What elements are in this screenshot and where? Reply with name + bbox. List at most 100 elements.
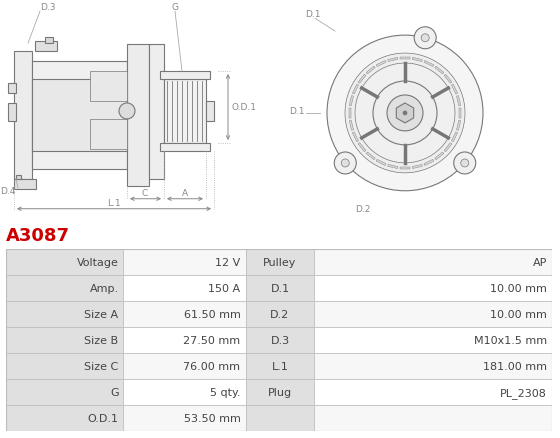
Bar (123, 406, 246, 431)
Circle shape (355, 64, 455, 163)
Bar (8, 104, 16, 122)
Circle shape (119, 104, 135, 120)
Bar (90, 72, 127, 102)
Bar (123, 250, 246, 276)
Bar (246, 379, 314, 406)
Text: D.1: D.1 (305, 10, 320, 19)
Circle shape (403, 112, 407, 116)
Bar (6, 276, 123, 302)
Bar (459, 109, 461, 119)
Text: L.1: L.1 (107, 198, 121, 207)
Bar (376, 61, 386, 67)
Text: C: C (142, 188, 148, 197)
Bar (160, 72, 210, 80)
Bar (314, 276, 552, 302)
Bar (314, 379, 552, 406)
Bar (412, 58, 422, 62)
Circle shape (387, 96, 423, 131)
Bar (164, 80, 206, 144)
Bar (435, 152, 444, 160)
Bar (400, 167, 410, 170)
Circle shape (421, 35, 429, 42)
Bar (314, 406, 552, 431)
Bar (444, 143, 452, 152)
Bar (352, 85, 358, 95)
Text: G: G (171, 3, 179, 12)
Bar (246, 276, 314, 302)
Bar (376, 160, 386, 166)
Bar (246, 406, 314, 431)
Bar (352, 133, 358, 142)
Bar (424, 160, 434, 166)
Text: Size A: Size A (85, 310, 119, 320)
Bar (349, 109, 351, 119)
Bar (16, 175, 21, 180)
Bar (8, 84, 16, 94)
Bar (90, 120, 127, 149)
Circle shape (345, 54, 465, 173)
Text: Size C: Size C (85, 361, 119, 371)
Text: D.2: D.2 (270, 310, 290, 320)
Bar (314, 302, 552, 328)
Text: 10.00 mm: 10.00 mm (491, 284, 547, 293)
Bar (45, 38, 53, 44)
Circle shape (414, 28, 436, 49)
Circle shape (341, 159, 349, 168)
Bar (435, 67, 444, 75)
Text: Plug: Plug (268, 388, 292, 397)
Bar (424, 61, 434, 67)
Bar (6, 302, 123, 328)
Bar (314, 250, 552, 276)
Text: PL_2308: PL_2308 (500, 387, 547, 398)
Bar (6, 250, 123, 276)
Text: M10x1.5 mm: M10x1.5 mm (474, 336, 547, 346)
Bar (32, 80, 127, 152)
Bar (6, 328, 123, 353)
Text: 76.00 mm: 76.00 mm (183, 361, 240, 371)
Text: Size B: Size B (85, 336, 119, 346)
Text: 181.00 mm: 181.00 mm (483, 361, 547, 371)
Text: O.D.1: O.D.1 (231, 103, 256, 112)
Bar (412, 165, 422, 169)
Bar (6, 379, 123, 406)
Bar (206, 102, 214, 122)
Bar (123, 276, 246, 302)
Bar (366, 152, 375, 160)
Circle shape (454, 152, 476, 174)
Text: D.3: D.3 (40, 3, 55, 12)
Bar (400, 58, 410, 60)
Bar (349, 121, 353, 131)
Bar (451, 85, 458, 95)
Text: D.1: D.1 (290, 107, 305, 116)
Bar (149, 45, 164, 180)
Text: 10.00 mm: 10.00 mm (491, 310, 547, 320)
Text: 5 qty.: 5 qty. (210, 388, 240, 397)
Bar (35, 42, 57, 52)
Text: 27.50 mm: 27.50 mm (183, 336, 240, 346)
Text: D.1: D.1 (270, 284, 290, 293)
Bar (123, 353, 246, 379)
Circle shape (327, 36, 483, 191)
Bar (388, 165, 398, 169)
Bar (123, 302, 246, 328)
Bar (6, 406, 123, 431)
Bar (14, 52, 32, 180)
Bar (388, 58, 398, 62)
Bar (246, 250, 314, 276)
Circle shape (461, 159, 469, 168)
Text: G: G (110, 388, 119, 397)
Bar (246, 328, 314, 353)
Text: A3087: A3087 (6, 226, 69, 244)
Text: D.4: D.4 (0, 186, 15, 195)
Bar (246, 302, 314, 328)
Bar (6, 353, 123, 379)
Bar (444, 75, 452, 84)
Text: A: A (182, 188, 188, 197)
Bar (246, 353, 314, 379)
Bar (123, 379, 246, 406)
Text: AP: AP (533, 258, 547, 268)
Circle shape (373, 82, 437, 145)
Bar (456, 96, 461, 106)
Bar (366, 67, 375, 75)
Bar (358, 75, 366, 84)
